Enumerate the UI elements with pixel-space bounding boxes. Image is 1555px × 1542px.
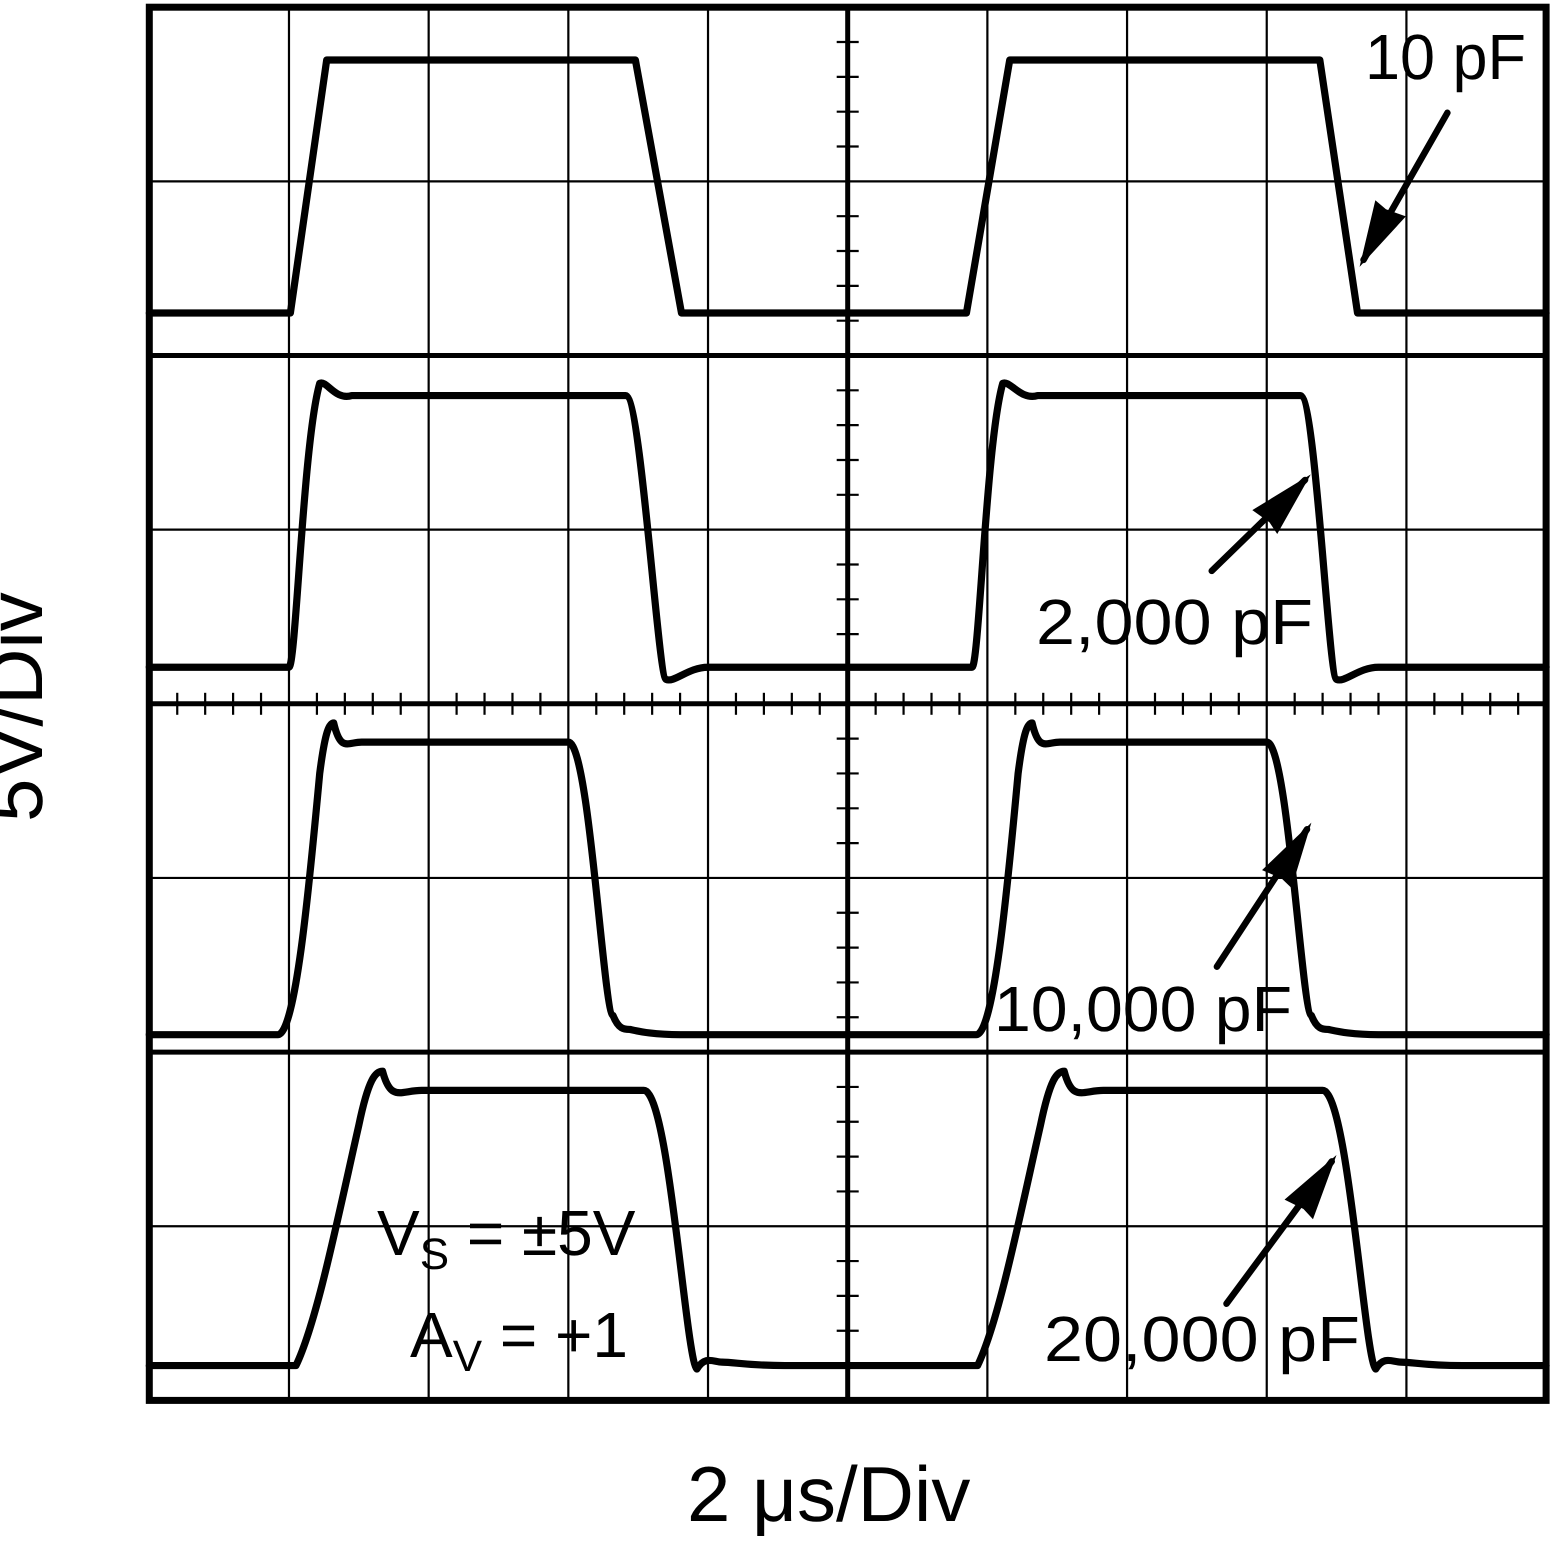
svg-text:2 μs/Div: 2 μs/Div	[687, 1450, 970, 1538]
svg-text:10,000 pF: 10,000 pF	[994, 973, 1292, 1045]
svg-text:10 pF: 10 pF	[1365, 21, 1526, 93]
svg-text:AV = +1: AV = +1	[410, 1299, 628, 1381]
svg-text:VS = ±5V: VS = ±5V	[377, 1197, 636, 1279]
svg-text:5V/Div: 5V/Div	[0, 592, 59, 822]
svg-text:20,000 pF: 20,000 pF	[1044, 1303, 1360, 1375]
svg-text:2,000 pF: 2,000 pF	[1036, 586, 1313, 658]
